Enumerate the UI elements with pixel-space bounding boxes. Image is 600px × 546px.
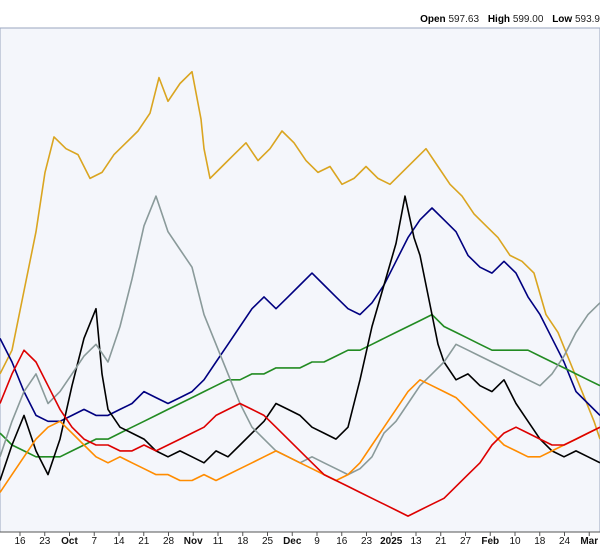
x-tick-label: 23 bbox=[39, 536, 51, 546]
x-tick-label: 16 bbox=[14, 536, 26, 546]
open-label: Open bbox=[420, 14, 446, 25]
high-label: High bbox=[487, 14, 511, 25]
x-tick-label: 21 bbox=[138, 536, 150, 546]
x-tick-label: 16 bbox=[336, 536, 348, 546]
x-tick-label: 25 bbox=[262, 536, 274, 546]
x-tick-label: 24 bbox=[559, 536, 571, 546]
x-tick-label: Nov bbox=[184, 536, 203, 546]
x-tick-label: 2025 bbox=[380, 536, 403, 546]
series-layer bbox=[0, 70, 600, 517]
low-value: 593.9 bbox=[574, 14, 600, 25]
series-line-2 bbox=[0, 207, 600, 423]
x-tick-label: 28 bbox=[163, 536, 175, 546]
x-tick-label: 23 bbox=[361, 536, 373, 546]
x-tick-label: 9 bbox=[314, 536, 320, 546]
x-tick-label: Oct bbox=[61, 536, 78, 546]
plot-background bbox=[0, 27, 600, 533]
x-tick-label: Feb bbox=[481, 536, 499, 546]
x-tick-label: 7 bbox=[91, 536, 97, 546]
x-tick-label: 21 bbox=[435, 536, 447, 546]
x-tick-label: 11 bbox=[213, 536, 224, 546]
x-tick-label: 27 bbox=[460, 536, 472, 546]
series-line-3 bbox=[0, 313, 600, 458]
chart-header: Open 597.63 High 599.00 Low 593.9 bbox=[0, 0, 600, 28]
x-tick-label: 18 bbox=[237, 536, 249, 546]
x-tick-label: Dec bbox=[283, 536, 302, 546]
x-tick-label: 14 bbox=[113, 536, 125, 546]
open-value: 597.63 bbox=[448, 14, 480, 25]
series-line-4 bbox=[0, 195, 600, 481]
series-line-1 bbox=[0, 70, 600, 440]
series-line-7 bbox=[0, 349, 600, 517]
high-value: 599.00 bbox=[512, 14, 544, 25]
ohlc-readout: Open 597.63 High 599.00 Low 593.9 bbox=[420, 14, 600, 25]
low-label: Low bbox=[552, 14, 573, 25]
series-line-6 bbox=[0, 378, 600, 493]
x-axis-ticks: 16 23 Oct 7 14 21 28 Nov 11 18 25 Dec 9 16 23 2025 13 21 2… bbox=[14, 532, 598, 546]
x-tick-label: 10 bbox=[509, 536, 521, 546]
x-tick-label: Mar bbox=[580, 536, 598, 546]
x-tick-label: 13 bbox=[410, 536, 422, 546]
x-tick-label: 18 bbox=[534, 536, 546, 546]
